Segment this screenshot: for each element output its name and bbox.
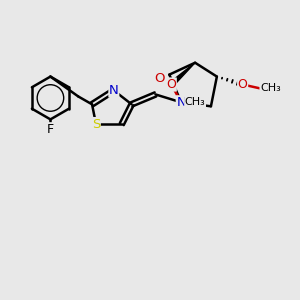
Text: N: N [109, 84, 119, 97]
Text: F: F [47, 123, 54, 136]
Text: N: N [176, 96, 186, 109]
Text: O: O [154, 72, 165, 85]
Text: CH₃: CH₃ [260, 83, 281, 94]
Text: CH₃: CH₃ [185, 97, 206, 107]
Text: O: O [238, 78, 248, 91]
Polygon shape [169, 63, 195, 86]
Text: O: O [167, 78, 176, 91]
Text: S: S [92, 118, 100, 130]
